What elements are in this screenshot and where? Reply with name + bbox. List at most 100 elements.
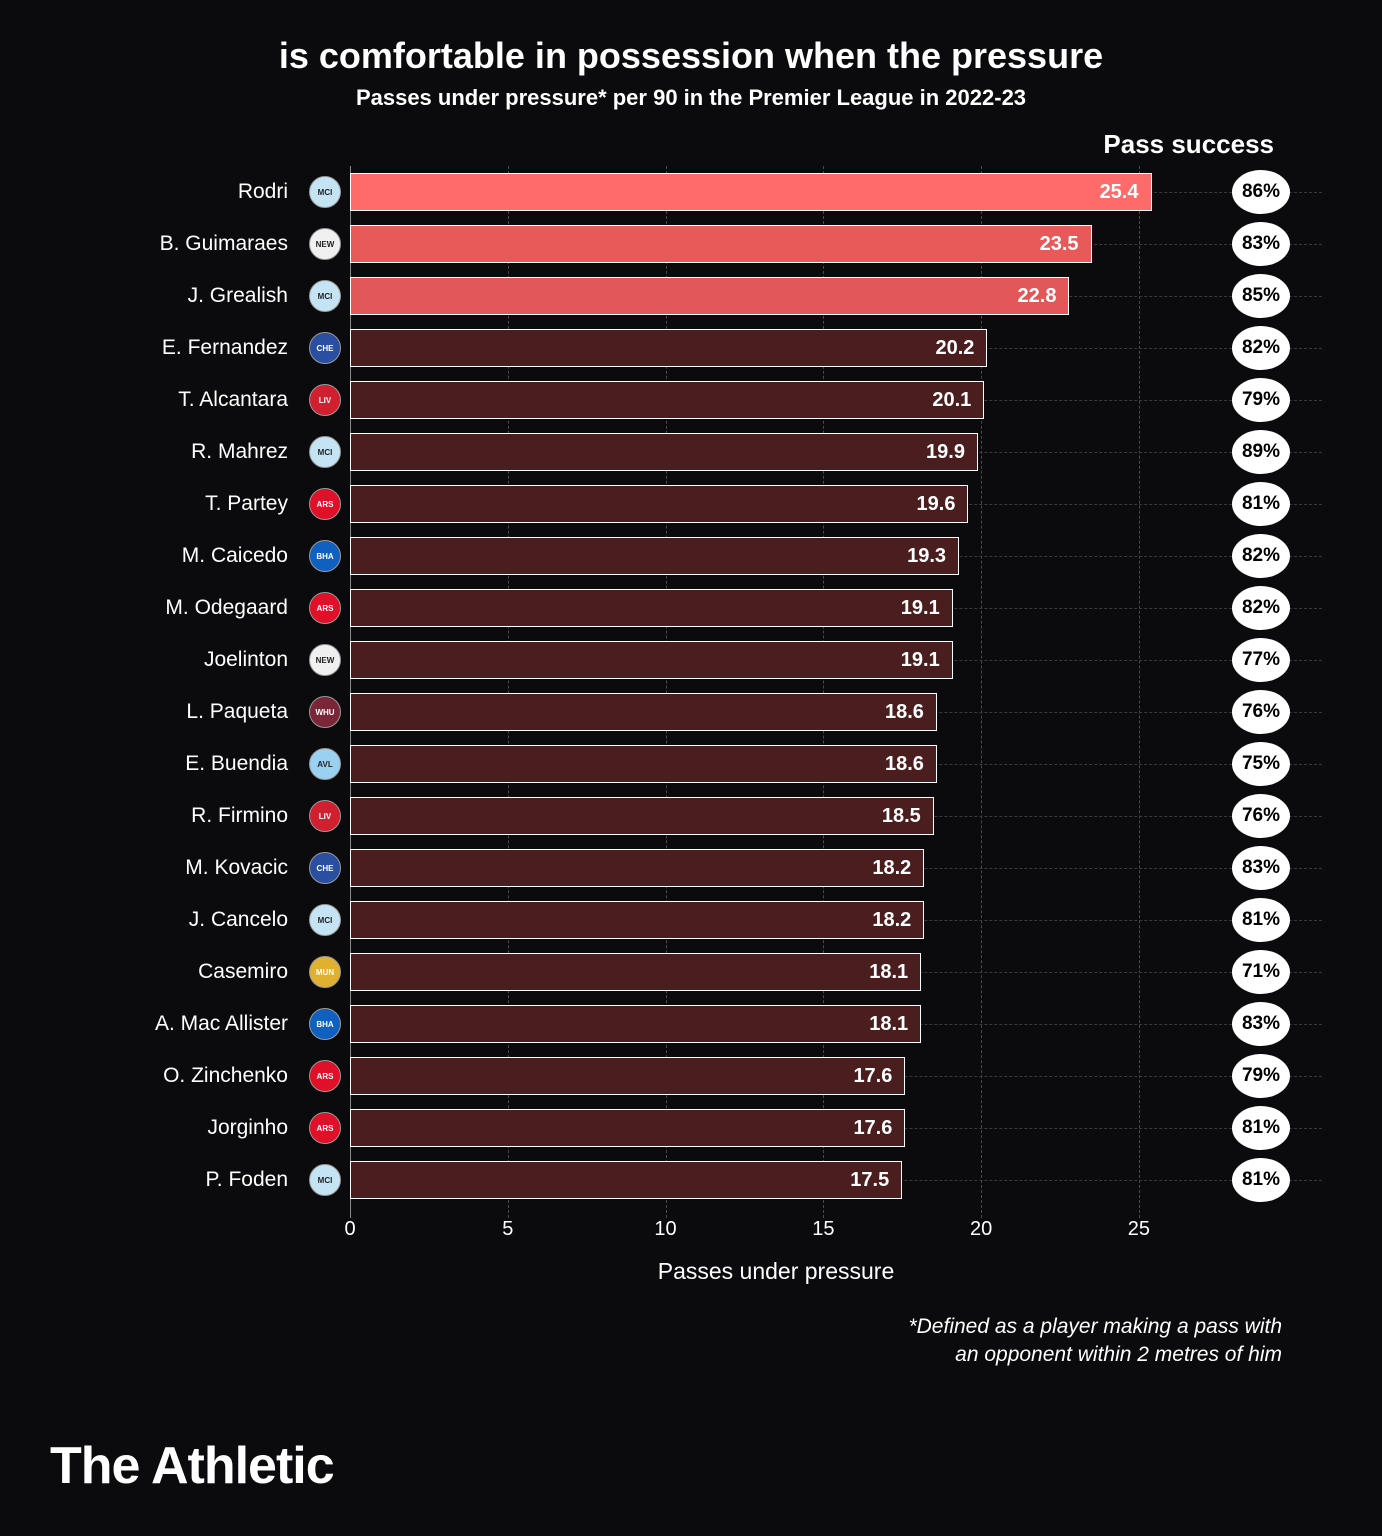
player-name: O. Zinchenko — [60, 1064, 300, 1088]
pass-success-pill: 76% — [1232, 690, 1290, 734]
pass-success-pill: 81% — [1232, 482, 1290, 526]
club-badge-icon: MCI — [309, 1164, 341, 1196]
pass-success-column-header: Pass success — [60, 129, 1322, 160]
club-badge-icon: MUN — [309, 956, 341, 988]
bars-column: 25.4 23.5 22.8 20.2 20.1 19.9 19.6 19.3 19.1 19.1… — [350, 166, 1202, 1206]
player-name: M. Odegaard — [60, 596, 300, 620]
bar: 18.2 — [350, 849, 924, 887]
bar: 22.8 — [350, 277, 1069, 315]
player-name: R. Firmino — [60, 804, 300, 828]
x-tick-label: 15 — [812, 1218, 834, 1241]
x-axis: 0 5 10 15 20 25 — [60, 1214, 1322, 1244]
bar: 18.2 — [350, 901, 924, 939]
pass-success-pill: 83% — [1232, 846, 1290, 890]
player-name: T. Alcantara — [60, 388, 300, 412]
x-tick-label: 5 — [502, 1218, 513, 1241]
bar: 25.4 — [350, 173, 1152, 211]
x-axis-ticks: 0510152025 — [350, 1214, 1202, 1244]
pass-success-pill: 75% — [1232, 742, 1290, 786]
footnote-line2: an opponent within 2 metres of him — [955, 1343, 1282, 1366]
player-name: B. Guimaraes — [60, 232, 300, 256]
pass-success-pill: 83% — [1232, 1002, 1290, 1046]
bar: 18.6 — [350, 693, 937, 731]
club-badge-icon: MCI — [309, 280, 341, 312]
pass-success-pill: 79% — [1232, 378, 1290, 422]
chart-title: is comfortable in possession when the pr… — [60, 35, 1322, 77]
x-axis-title: Passes under pressure — [60, 1258, 1322, 1285]
bar: 18.1 — [350, 953, 921, 991]
pass-success-pill: 79% — [1232, 1054, 1290, 1098]
player-name: T. Partey — [60, 492, 300, 516]
club-badge-icon: WHU — [309, 696, 341, 728]
club-badge-icon: BHA — [309, 540, 341, 572]
pass-success-pill: 76% — [1232, 794, 1290, 838]
club-badge-icon: LIV — [309, 384, 341, 416]
pass-success-pill: 77% — [1232, 638, 1290, 682]
chart-container: is comfortable in possession when the pr… — [0, 0, 1382, 1536]
pass-success-pill: 82% — [1232, 534, 1290, 578]
bar: 19.3 — [350, 537, 959, 575]
club-badges-column: MCINEWMCICHELIVMCIARSBHAARSNEWWHUAVLLIVC… — [300, 166, 350, 1206]
player-name: E. Fernandez — [60, 336, 300, 360]
player-name: M. Kovacic — [60, 856, 300, 880]
player-name: L. Paqueta — [60, 700, 300, 724]
player-name: A. Mac Allister — [60, 1012, 300, 1036]
player-labels-column: Rodri B. Guimaraes J. Grealish E. Fernandez… — [60, 166, 300, 1206]
bar: 19.9 — [350, 433, 978, 471]
bar: 19.1 — [350, 589, 953, 627]
club-badge-icon: LIV — [309, 800, 341, 832]
bar: 19.6 — [350, 485, 968, 523]
bar: 18.1 — [350, 1005, 921, 1043]
player-name: Jorginho — [60, 1116, 300, 1140]
club-badge-icon: CHE — [309, 852, 341, 884]
player-name: M. Caicedo — [60, 544, 300, 568]
pass-success-pill: 81% — [1232, 1106, 1290, 1150]
bar: 18.6 — [350, 745, 937, 783]
player-name: Joelinton — [60, 648, 300, 672]
pass-success-pill: 82% — [1232, 326, 1290, 370]
footnote-line1: *Defined as a player making a pass with — [908, 1315, 1282, 1338]
bar: 19.1 — [350, 641, 953, 679]
chart-area: Rodri B. Guimaraes J. Grealish E. Fernandez… — [60, 166, 1322, 1206]
club-badge-icon: MCI — [309, 176, 341, 208]
bar: 17.6 — [350, 1057, 905, 1095]
pass-success-column: 86% 83% 85% 82% 79% 89% 81% 82% 82% 77% 76% 75% 76% 8… — [1202, 166, 1322, 1206]
x-tick-label: 10 — [654, 1218, 676, 1241]
pass-success-pill: 82% — [1232, 586, 1290, 630]
club-badge-icon: AVL — [309, 748, 341, 780]
club-badge-icon: MCI — [309, 436, 341, 468]
pass-success-pill: 86% — [1232, 170, 1290, 214]
player-name: Casemiro — [60, 960, 300, 984]
player-name: Rodri — [60, 180, 300, 204]
x-tick-label: 25 — [1128, 1218, 1150, 1241]
bar: 23.5 — [350, 225, 1092, 263]
x-tick-label: 20 — [970, 1218, 992, 1241]
club-badge-icon: ARS — [309, 1112, 341, 1144]
bar: 20.2 — [350, 329, 987, 367]
player-name: R. Mahrez — [60, 440, 300, 464]
brand-logo: The Athletic — [50, 1436, 334, 1496]
player-name: J. Cancelo — [60, 908, 300, 932]
pass-success-pill: 71% — [1232, 950, 1290, 994]
club-badge-icon: MCI — [309, 904, 341, 936]
club-badge-icon: NEW — [309, 644, 341, 676]
pass-success-pill: 85% — [1232, 274, 1290, 318]
player-name: P. Foden — [60, 1168, 300, 1192]
footnote: *Defined as a player making a pass with … — [60, 1313, 1322, 1370]
player-name: E. Buendia — [60, 752, 300, 776]
pass-success-pill: 81% — [1232, 1158, 1290, 1202]
x-tick-label: 0 — [344, 1218, 355, 1241]
player-name: J. Grealish — [60, 284, 300, 308]
club-badge-icon: ARS — [309, 592, 341, 624]
pass-success-pill: 89% — [1232, 430, 1290, 474]
club-badge-icon: BHA — [309, 1008, 341, 1040]
chart-subtitle: Passes under pressure* per 90 in the Pre… — [60, 85, 1322, 111]
bar: 17.5 — [350, 1161, 902, 1199]
bar: 17.6 — [350, 1109, 905, 1147]
club-badge-icon: ARS — [309, 1060, 341, 1092]
pass-success-pill: 83% — [1232, 222, 1290, 266]
bar: 20.1 — [350, 381, 984, 419]
club-badge-icon: ARS — [309, 488, 341, 520]
bar: 18.5 — [350, 797, 934, 835]
club-badge-icon: CHE — [309, 332, 341, 364]
